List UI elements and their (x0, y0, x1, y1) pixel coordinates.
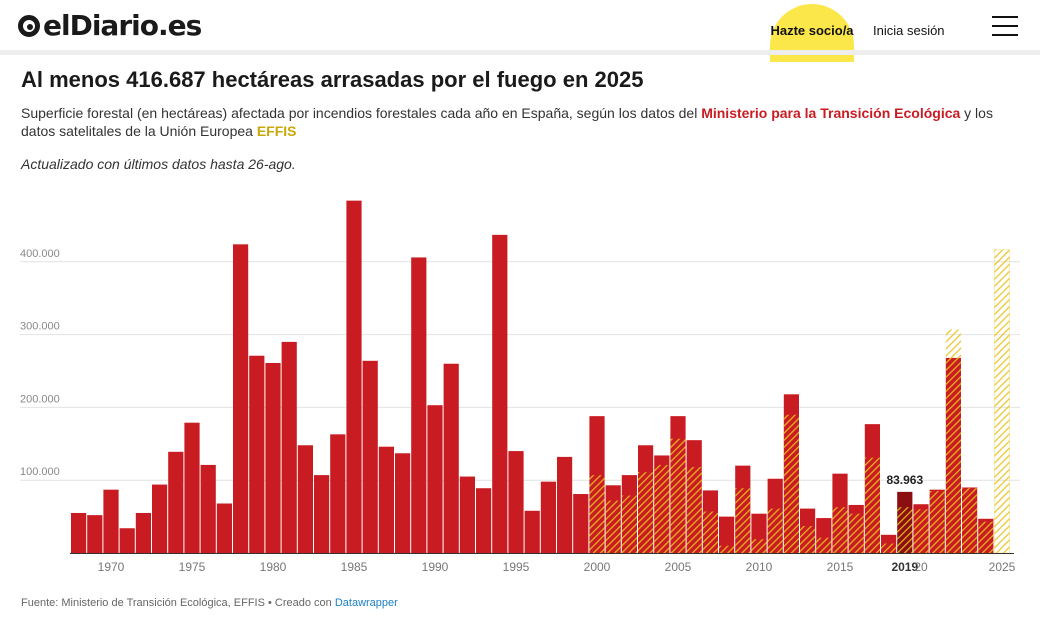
logo-icon (18, 14, 40, 37)
subtitle-text-1: Superficie forestal (en hectáreas) afect… (21, 105, 702, 121)
bar-ministerio[interactable] (87, 515, 103, 553)
hamburger-menu-icon[interactable] (992, 16, 1018, 36)
bar-effis[interactable] (751, 539, 767, 553)
y-tick-label: 300.000 (20, 321, 60, 333)
bar-effis[interactable] (962, 488, 978, 553)
bar-effis[interactable] (654, 464, 670, 553)
bar-ministerio[interactable] (524, 510, 540, 553)
bar-ministerio[interactable] (265, 362, 281, 553)
bar-ministerio[interactable] (573, 494, 589, 553)
bar-ministerio[interactable] (281, 341, 297, 553)
bar-ministerio[interactable] (216, 503, 232, 553)
header-divider (0, 50, 1040, 55)
bar-effis[interactable] (783, 414, 799, 553)
footer-source: Fuente: Ministerio de Transición Ecológi… (21, 597, 335, 609)
bar-effis[interactable] (719, 545, 735, 553)
subtitle-text-2: y los datos satelitales de la Unión Euro… (21, 105, 993, 139)
bar-effis[interactable] (864, 457, 880, 553)
x-tick-label: 1985 (341, 560, 368, 574)
bar-ministerio[interactable] (135, 512, 151, 553)
chart-subtitle: Superficie forestal (en hectáreas) afect… (21, 104, 1021, 140)
x-tick-label: 2019 (891, 560, 918, 574)
bar-ministerio[interactable] (476, 488, 492, 553)
x-tick-label: 1995 (503, 560, 530, 574)
bar-effis[interactable] (686, 467, 702, 553)
bar-effis[interactable] (621, 495, 637, 553)
x-tick-label: 1990 (422, 560, 449, 574)
x-tick-label: 1980 (260, 560, 287, 574)
bar-ministerio[interactable] (314, 475, 330, 553)
bar-ministerio[interactable] (249, 355, 265, 553)
bar-effis[interactable] (881, 543, 897, 553)
site-header: elDiario.es Hazte socio/a Inicia sesión (0, 0, 1040, 62)
bar-ministerio[interactable] (508, 451, 524, 553)
bar-ministerio[interactable] (297, 445, 313, 553)
bar-ministerio[interactable] (119, 528, 135, 553)
bar-ministerio[interactable] (540, 481, 556, 553)
site-logo[interactable]: elDiario.es (18, 9, 202, 42)
y-tick-label: 200.000 (20, 393, 60, 405)
bar-ministerio[interactable] (103, 489, 119, 553)
source-effis: EFFIS (256, 123, 297, 139)
bar-effis[interactable] (589, 475, 605, 553)
x-tick-label: 2010 (746, 560, 773, 574)
bar-effis[interactable] (945, 329, 961, 553)
bar-ministerio[interactable] (184, 422, 200, 553)
logo-text: elDiario.es (43, 9, 202, 42)
bar-ministerio[interactable] (557, 456, 573, 553)
bar-effis[interactable] (767, 508, 783, 553)
x-tick-label: 2000 (584, 560, 611, 574)
bar-ministerio[interactable] (152, 484, 168, 553)
bar-effis[interactable] (913, 509, 929, 553)
bar-ministerio[interactable] (362, 360, 378, 553)
bar-effis[interactable] (994, 249, 1010, 554)
y-tick-label: 100.000 (20, 466, 60, 478)
chart-footer: Fuente: Ministerio de Transición Ecológi… (21, 597, 398, 609)
bar-ministerio[interactable] (411, 257, 427, 553)
bar-ministerio[interactable] (719, 516, 735, 553)
bar-ministerio[interactable] (200, 464, 216, 553)
bar-chart: 100.000 200.000 300.000 400.000 1970 1975 198… (20, 200, 1020, 574)
source-ministerio: Ministerio para la Transición Ecológica (701, 105, 961, 121)
bar-ministerio[interactable] (233, 244, 249, 553)
bar-ministerio[interactable] (378, 446, 394, 553)
bar-effis[interactable] (638, 472, 654, 553)
bar-ministerio[interactable] (492, 234, 508, 553)
bar-ministerio[interactable] (168, 451, 184, 553)
highlight-value-label: 83.963 (886, 473, 923, 487)
x-tick-label: 2005 (665, 560, 692, 574)
bar-effis[interactable] (897, 507, 913, 553)
bar-effis[interactable] (735, 488, 751, 553)
bar-effis[interactable] (670, 438, 686, 553)
update-note: Actualizado con últimos datos hasta 26-a… (21, 156, 296, 172)
bar-ministerio[interactable] (395, 453, 411, 553)
login-link[interactable]: Inicia sesión (873, 23, 945, 38)
bar-effis[interactable] (605, 500, 621, 553)
bar-ministerio[interactable] (71, 512, 87, 553)
bar-ministerio[interactable] (427, 405, 443, 553)
x-tick-label: 1970 (98, 560, 125, 574)
chart-title: Al menos 416.687 hectáreas arrasadas por… (21, 67, 644, 92)
x-tick-label: 20 (914, 560, 928, 574)
bar-ministerio[interactable] (443, 363, 459, 553)
bar-effis[interactable] (800, 526, 816, 553)
datawrapper-link[interactable]: Datawrapper (334, 597, 398, 609)
bar-effis[interactable] (816, 537, 832, 553)
x-tick-label: 2025 (989, 560, 1016, 574)
bar-effis[interactable] (978, 521, 994, 553)
bar-ministerio[interactable] (346, 200, 362, 553)
bar-effis[interactable] (832, 507, 848, 553)
x-tick-label: 2015 (827, 560, 854, 574)
bar-ministerio[interactable] (330, 434, 346, 553)
bar-ministerio[interactable] (459, 476, 475, 553)
x-tick-label: 1975 (179, 560, 206, 574)
bar-effis[interactable] (929, 491, 945, 553)
y-tick-label: 400.000 (20, 248, 60, 260)
bar-effis[interactable] (702, 511, 718, 553)
bar-effis[interactable] (848, 513, 864, 553)
